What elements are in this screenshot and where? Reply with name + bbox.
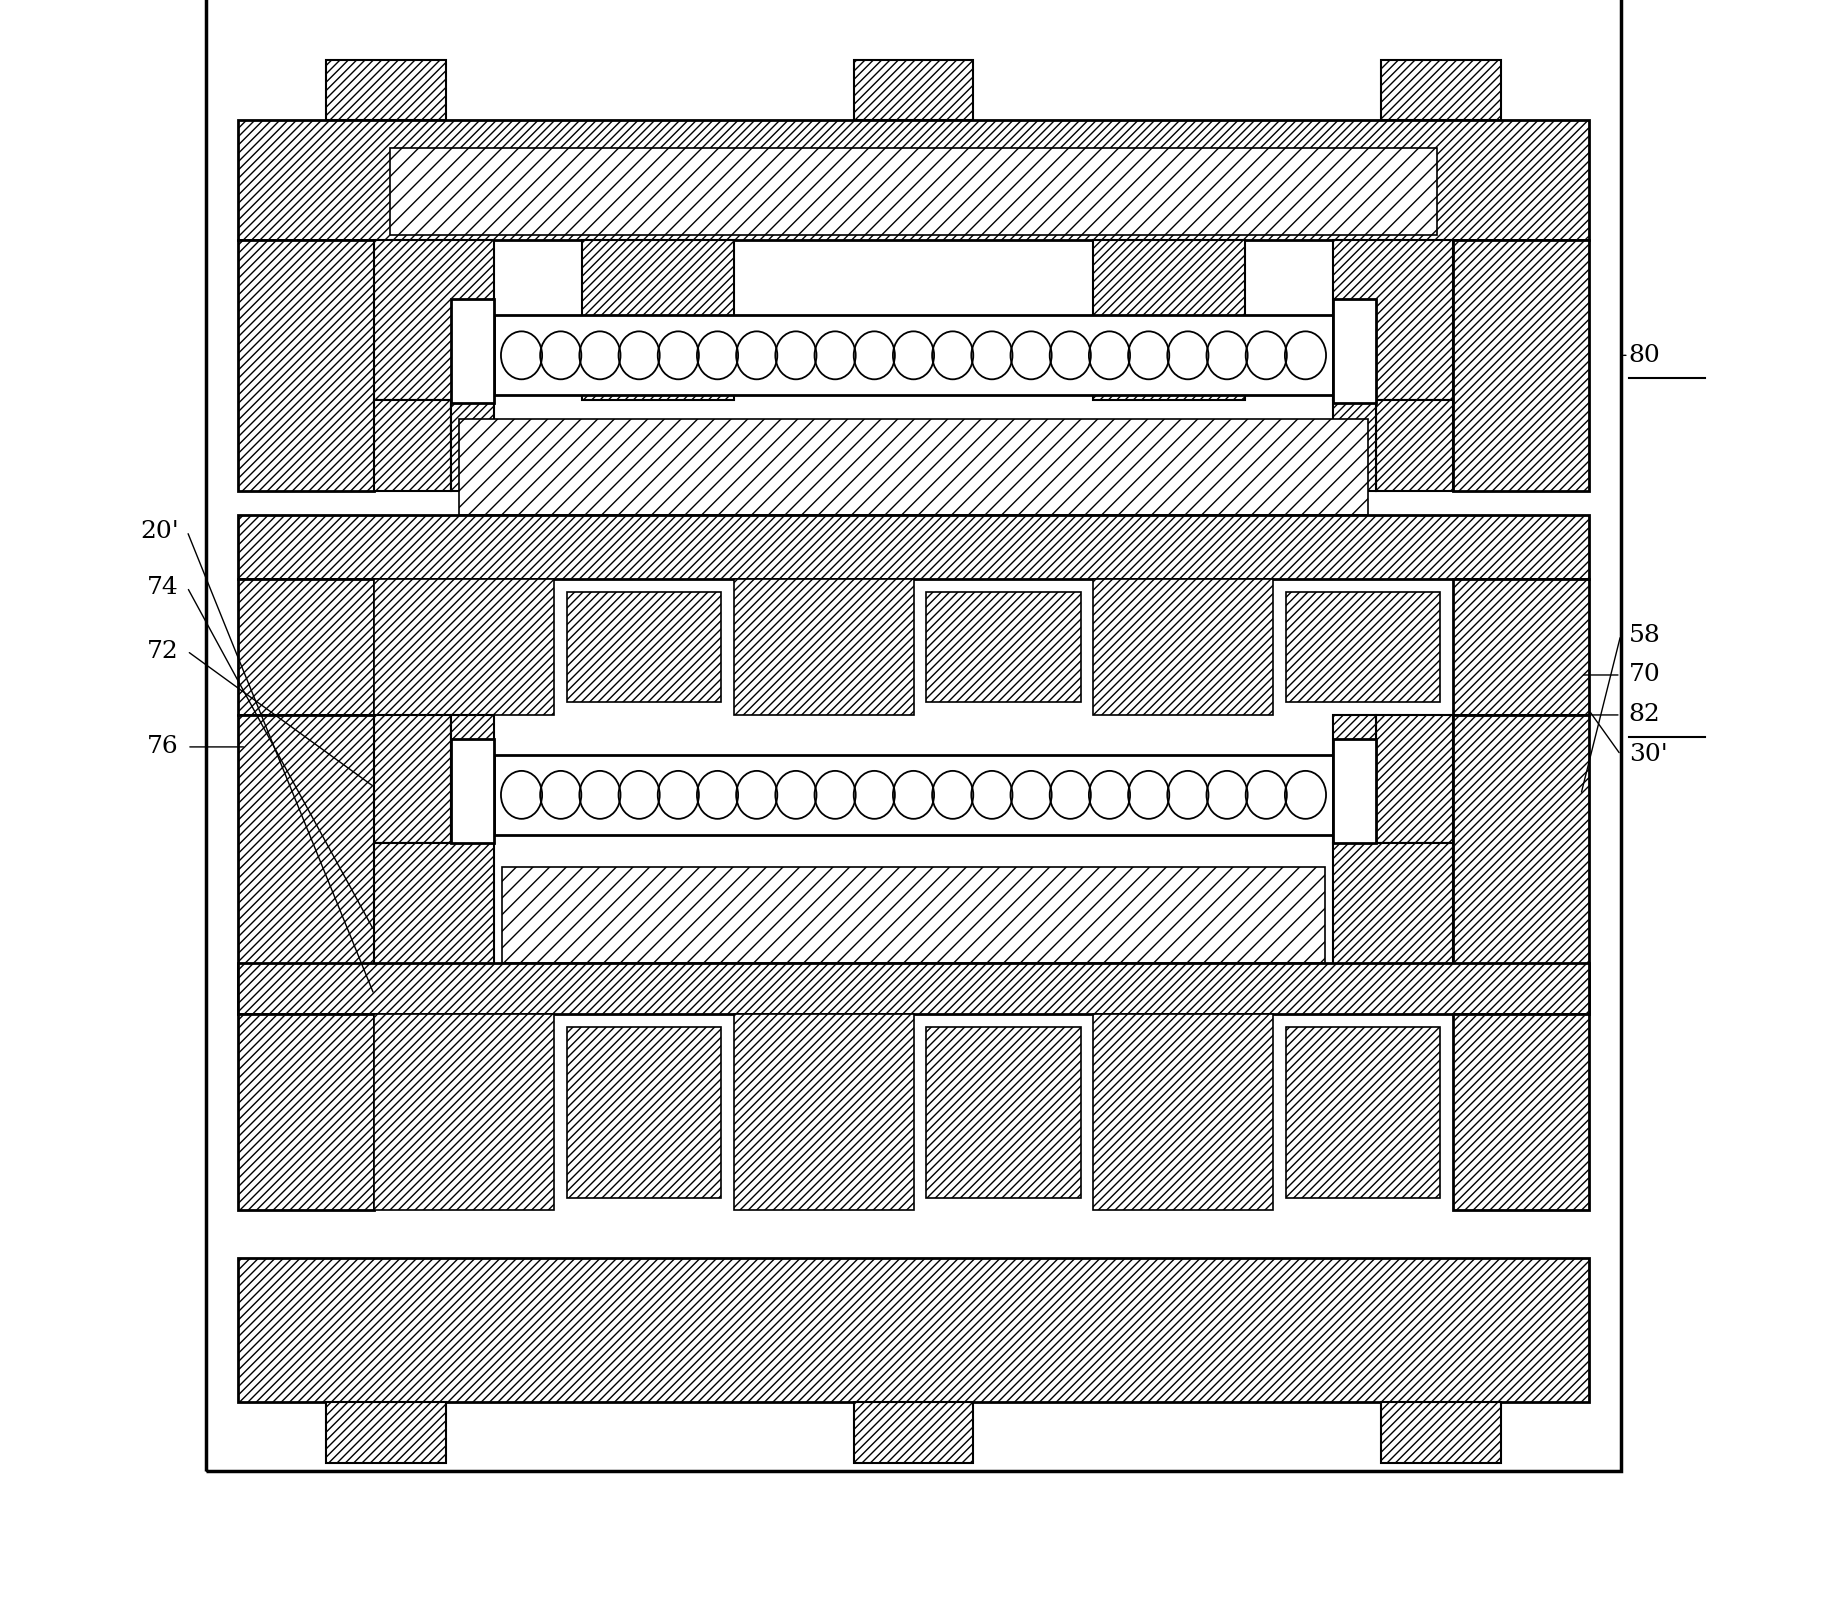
Bar [327,1402,446,1463]
Text: 70: 70 [1629,663,1661,687]
Bar [239,714,374,1014]
Bar [239,963,1589,1014]
Bar [451,400,494,492]
Bar [1094,240,1246,400]
Bar [1286,1027,1440,1198]
Bar [239,578,374,714]
Bar [391,147,1437,235]
Bar [1332,843,1453,1014]
Bar [451,300,494,404]
Bar [1332,300,1376,404]
Bar [451,739,494,843]
Bar [374,714,451,843]
Bar [1332,739,1376,843]
Text: 30': 30' [1629,743,1668,766]
Bar [239,516,1589,578]
Bar [1382,59,1501,120]
Bar [927,1027,1081,1198]
Bar [1382,1402,1501,1463]
Text: 20': 20' [139,519,180,543]
Bar [853,1402,973,1463]
Bar [1332,714,1376,843]
Bar [239,1258,1589,1402]
Bar [1094,578,1273,714]
Bar [494,755,1332,835]
Bar [374,578,554,714]
Bar [1453,1014,1589,1211]
Bar [206,0,1620,1471]
Bar [567,1027,721,1198]
Bar [1453,578,1589,714]
Bar [853,59,973,120]
Text: 76: 76 [147,735,180,758]
Bar [734,578,914,714]
Bar [1453,240,1589,492]
Bar [582,240,734,400]
Bar [1094,1014,1273,1211]
Bar [927,591,1081,702]
Bar [327,59,446,120]
Bar [494,316,1332,396]
Text: 72: 72 [147,639,180,663]
Bar [1286,591,1440,702]
Text: 58: 58 [1629,623,1661,647]
Bar [239,120,1589,240]
Bar [239,1014,374,1211]
Bar [374,400,451,492]
Bar [451,714,494,843]
Text: 80: 80 [1629,344,1661,367]
Bar [374,1014,554,1211]
Bar [1376,714,1453,843]
Bar [374,240,494,400]
Bar [459,420,1369,516]
Bar [567,591,721,702]
Bar [1332,400,1376,492]
Text: 82: 82 [1629,703,1661,726]
Bar [734,1014,914,1211]
Bar [374,843,494,1014]
Text: 74: 74 [147,575,180,599]
Bar [503,867,1325,963]
Bar [1332,240,1453,400]
Bar [1453,714,1589,1014]
Bar [239,240,374,492]
Bar [1376,400,1453,492]
